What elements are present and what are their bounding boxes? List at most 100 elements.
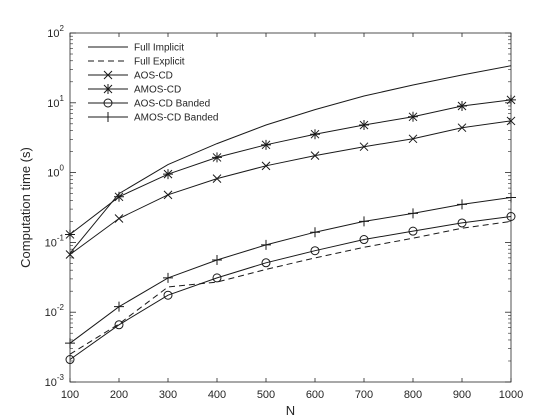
series-aos-cd	[65, 116, 516, 259]
marker-plus	[310, 227, 320, 238]
legend-label: Full Implicit	[134, 43, 184, 54]
marker-plus	[163, 272, 173, 283]
data-point	[212, 273, 222, 283]
y-tick-label: 10-2	[45, 303, 65, 319]
x-tick-label: 500	[257, 389, 275, 401]
series-line	[69, 65, 512, 254]
legend-label: AMOS-CD Banded	[134, 113, 218, 124]
data-point	[359, 216, 369, 227]
marker-asterisk	[212, 152, 222, 163]
data-point	[114, 191, 124, 202]
marker-plus	[506, 192, 516, 203]
data-point	[506, 192, 516, 203]
marker-x	[163, 190, 173, 200]
x-tick-label: 200	[110, 389, 128, 401]
marker-asterisk	[261, 139, 271, 150]
marker-x	[261, 161, 271, 171]
data-point	[65, 250, 75, 259]
marker-plus	[114, 301, 124, 312]
data-point	[261, 161, 271, 171]
data-point	[310, 151, 320, 160]
marker-plus	[457, 199, 467, 210]
series-line	[69, 120, 512, 255]
data-point	[506, 94, 516, 105]
plot-frame	[69, 32, 512, 383]
marker-asterisk	[65, 229, 75, 240]
y-tick-label: 100	[47, 164, 64, 180]
legend-entry: AMOS-CD	[88, 84, 181, 96]
marker-circle	[359, 235, 369, 245]
data-point	[261, 258, 271, 268]
marker-x	[310, 151, 320, 160]
series-line	[69, 99, 512, 235]
marker-x	[65, 250, 75, 259]
marker-asterisk	[310, 129, 320, 140]
data-point	[261, 139, 271, 150]
y-tick-label: 10-1	[45, 233, 65, 249]
data-point	[408, 111, 418, 122]
x-tick-label: 1000	[499, 389, 523, 401]
marker-circle	[457, 218, 467, 228]
data-point	[408, 226, 418, 236]
legend-label: Full Explicit	[134, 57, 185, 68]
legend-label: AMOS-CD	[134, 85, 181, 96]
x-tick-label: 700	[355, 389, 373, 401]
marker-asterisk	[506, 94, 516, 105]
marker-circle	[65, 355, 75, 365]
legend-entry: Full Implicit	[88, 43, 184, 54]
series-full-implicit	[69, 65, 512, 254]
marker-circle	[212, 273, 222, 283]
data-point	[457, 199, 467, 210]
legend-entry: Full Explicit	[88, 57, 185, 68]
marker-plus	[261, 239, 271, 250]
marker-plus	[212, 254, 222, 265]
legend-entry: AMOS-CD Banded	[88, 112, 218, 124]
marker-asterisk	[457, 100, 467, 111]
marker-circle	[506, 211, 516, 221]
data-point	[359, 235, 369, 245]
marker-plus	[359, 216, 369, 227]
data-point	[457, 100, 467, 111]
marker-x	[457, 123, 467, 133]
marker-x	[408, 134, 418, 144]
series-layer	[65, 65, 516, 365]
series-line	[69, 216, 512, 360]
series-amos-cd-banded	[65, 192, 516, 349]
legend-entry: AOS-CD Banded	[88, 98, 210, 110]
legend: Full Implicit Full Explicit AOS-CD AMOS-CD A…	[88, 43, 218, 124]
data-point	[310, 246, 320, 256]
marker-x	[359, 142, 369, 152]
data-point	[114, 320, 124, 330]
y-tick-label: 101	[47, 94, 64, 110]
x-tick-label: 800	[404, 389, 422, 401]
data-point	[408, 208, 418, 219]
x-tick-label: 900	[453, 389, 471, 401]
marker-asterisk	[359, 120, 369, 131]
marker-x	[212, 174, 222, 183]
x-tick-label: 600	[306, 389, 324, 401]
plot-area	[69, 32, 512, 383]
marker-x	[114, 214, 124, 223]
x-axis-label: N	[286, 403, 295, 418]
marker-asterisk	[408, 111, 418, 122]
series-line	[69, 220, 512, 355]
data-point	[457, 218, 467, 228]
marker-asterisk	[103, 84, 113, 94]
x-tick-label: 100	[61, 389, 79, 401]
data-point	[457, 123, 467, 133]
marker-plus	[103, 112, 113, 122]
data-point	[359, 142, 369, 152]
marker-circle	[103, 98, 113, 108]
marker-asterisk	[114, 191, 124, 202]
legend-label: AOS-CD Banded	[134, 99, 210, 110]
marker-circle	[310, 246, 320, 256]
marker-circle	[163, 290, 173, 300]
series-line	[69, 197, 512, 344]
marker-circle	[408, 226, 418, 236]
data-point	[310, 227, 320, 238]
data-point	[310, 129, 320, 140]
y-axis-label: Computation time (s)	[18, 147, 33, 268]
data-point	[114, 214, 124, 223]
marker-asterisk	[163, 169, 173, 180]
